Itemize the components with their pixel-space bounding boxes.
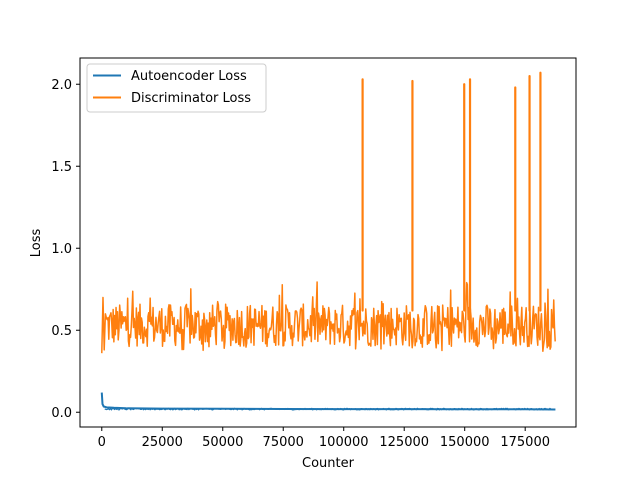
x-tick-label: 125000 [379, 435, 429, 450]
axes-frame [79, 57, 577, 428]
series-line-discriminator [101, 281, 556, 354]
legend-label-autoencoder: Autoencoder Loss [131, 69, 247, 84]
x-tick-label: 25000 [142, 435, 183, 450]
x-tick-label: 175000 [500, 435, 550, 450]
series-line-autoencoder [100, 392, 556, 411]
y-tick-label: 2.0 [51, 78, 72, 93]
y-tick-label: 0.0 [51, 406, 72, 421]
x-tick-label: 150000 [440, 435, 490, 450]
legend-label-discriminator: Discriminator Loss [131, 91, 251, 106]
legend: Autoencoder Loss Discriminator Loss [86, 63, 267, 113]
x-tick-label: 50000 [202, 435, 243, 450]
y-tick-label: 1.0 [51, 242, 72, 257]
y-tick-label: 1.5 [51, 160, 72, 175]
plot-area [100, 71, 556, 411]
x-tick-label: 100000 [319, 435, 369, 450]
x-tick-label: 75000 [263, 435, 304, 450]
x-axis-label: Counter [302, 456, 355, 471]
axis-ticks: 0 25000 50000 75000 100000 125000 150000 175000… [51, 78, 550, 450]
y-axis-label: Loss [29, 229, 44, 258]
y-tick-label: 0.5 [51, 324, 72, 339]
x-tick-label: 0 [98, 435, 106, 450]
legend-box [86, 63, 267, 113]
